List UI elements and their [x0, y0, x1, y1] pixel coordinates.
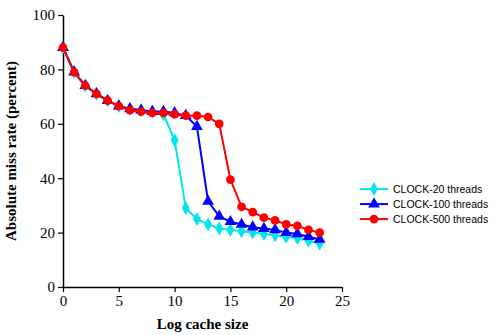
marker	[114, 102, 123, 111]
marker	[170, 110, 179, 119]
marker	[237, 202, 246, 211]
marker	[68, 65, 80, 75]
tick: 20	[279, 287, 294, 309]
marker	[213, 209, 225, 219]
tick: 20	[40, 225, 63, 241]
tick: 10	[168, 287, 183, 309]
tick-mark	[58, 178, 63, 179]
tick-mark	[58, 287, 63, 288]
legend-label: CLOCK-20 threads	[393, 183, 482, 195]
tick-label: 15	[223, 293, 238, 309]
marker	[271, 216, 280, 225]
series-line	[63, 48, 320, 240]
marker	[258, 222, 270, 232]
marker	[191, 120, 203, 130]
tick-mark	[119, 287, 120, 292]
marker	[159, 109, 168, 118]
marker	[315, 228, 324, 237]
marker	[225, 215, 237, 225]
marker	[181, 111, 190, 120]
x-axis-title: Log cache size	[157, 316, 249, 332]
tick-label: 0	[48, 279, 56, 295]
y-axis-title: Absolute miss rate (percent)	[3, 61, 20, 241]
marker	[159, 107, 167, 121]
legend-marker	[368, 197, 380, 207]
marker	[59, 43, 68, 52]
x-axis-line	[64, 287, 343, 289]
legend-marker	[370, 182, 378, 196]
tick-mark	[230, 287, 231, 292]
tick-label: 0	[60, 293, 68, 309]
marker	[247, 220, 259, 230]
series-line	[63, 48, 320, 233]
tick-mark	[63, 287, 64, 292]
tick-mark	[342, 287, 343, 292]
y-axis-line	[63, 16, 65, 288]
series-line	[63, 48, 320, 244]
marker	[193, 111, 202, 120]
tick: 40	[40, 171, 63, 187]
marker	[215, 119, 224, 128]
marker	[137, 107, 146, 116]
marker	[81, 81, 90, 90]
chart: 0 5 10 15 20 25 0 20 40 60 80 100 Log cache size Abso…	[0, 0, 493, 335]
legend: CLOCK-20 threads CLOCK-100 threads CLOCK-5…	[360, 182, 488, 225]
tick: 0	[48, 279, 64, 295]
marker	[180, 109, 192, 119]
tick-mark	[58, 15, 63, 16]
tick-label: 5	[116, 293, 124, 309]
marker	[204, 218, 212, 232]
marker	[103, 96, 112, 105]
tick: 0	[60, 287, 68, 309]
tick: 100	[33, 7, 64, 23]
marker	[193, 212, 201, 226]
marker	[204, 113, 213, 122]
marker	[304, 226, 313, 235]
marker	[171, 133, 179, 147]
marker	[226, 175, 235, 184]
tick-label: 80	[40, 62, 55, 78]
tick-label: 10	[168, 293, 183, 309]
marker	[236, 218, 248, 228]
marker	[293, 221, 302, 230]
tick: 80	[40, 62, 63, 78]
marker	[182, 201, 190, 215]
tick-label: 20	[279, 293, 294, 309]
tick-mark	[58, 233, 63, 234]
plot-area	[57, 41, 325, 251]
tick-label: 40	[40, 171, 55, 187]
tick-label: 100	[33, 7, 56, 23]
marker	[215, 222, 223, 236]
tick-mark	[286, 287, 287, 292]
marker	[282, 220, 291, 229]
tick-label: 60	[40, 116, 55, 132]
marker	[260, 213, 269, 222]
tick: 60	[40, 116, 63, 132]
tick-label: 20	[40, 225, 55, 241]
tick: 5	[116, 287, 124, 309]
legend-label: CLOCK-500 threads	[393, 213, 488, 225]
marker	[148, 109, 157, 118]
tick: 15	[223, 287, 238, 309]
marker	[57, 41, 69, 51]
tick-mark	[175, 287, 176, 292]
legend-marker	[370, 215, 379, 224]
marker	[126, 106, 135, 115]
marker	[202, 195, 214, 205]
tick-label: 25	[335, 293, 350, 309]
tick: 25	[335, 287, 350, 309]
marker	[248, 208, 257, 217]
marker	[92, 90, 101, 99]
tick-mark	[58, 69, 63, 70]
legend-label: CLOCK-100 threads	[393, 198, 488, 210]
marker	[70, 68, 79, 77]
x-axis: 0 5 10 15 20 25	[60, 287, 350, 309]
tick-mark	[58, 124, 63, 125]
